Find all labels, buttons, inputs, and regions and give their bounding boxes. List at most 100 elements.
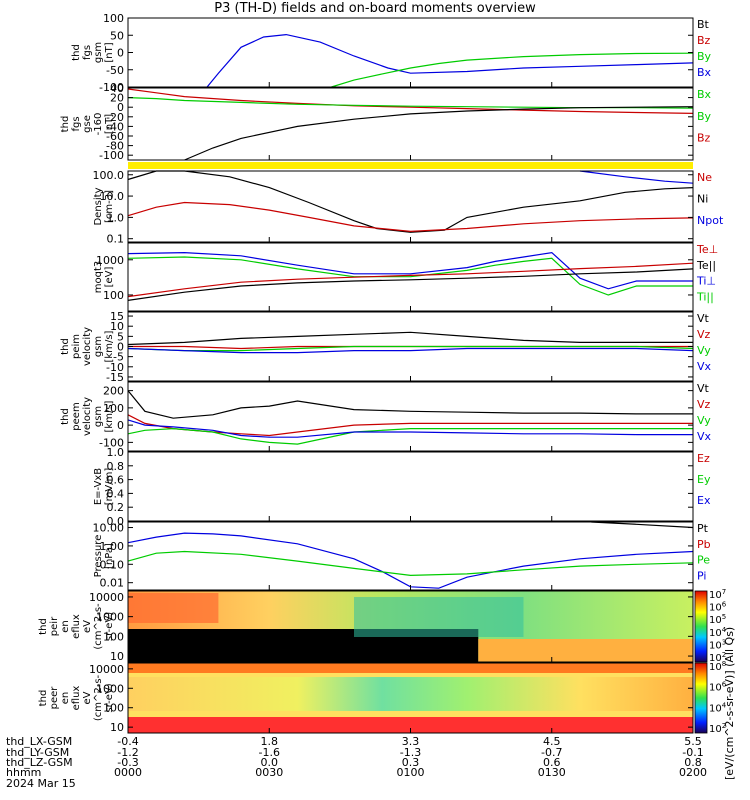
series-line-Bx [206, 33, 694, 88]
series-line-By [331, 52, 694, 88]
series-line-By [127, 97, 694, 109]
y-tick-label: 10.00 [93, 522, 125, 535]
y-tick-label: 100 [103, 702, 124, 715]
y-tick-label: 0 [117, 341, 124, 354]
y-tick-label: 0 [117, 419, 124, 432]
y-axis-label: velocity [82, 397, 93, 436]
footer-value: 4.5 [543, 735, 561, 748]
legend-entry-Ey: Ey [697, 473, 711, 486]
series-line-Ni [127, 170, 694, 233]
y-tick-label: 10 [110, 320, 124, 333]
y-axis-label: velocity [82, 327, 93, 366]
y-axis-label: gsm [93, 336, 104, 357]
y-axis-label: sr-eV) [104, 683, 115, 712]
panel-fgs_gsm [127, 17, 694, 88]
colorbar-tick-exponent: 5 [722, 613, 726, 621]
y-axis-label: [nT] [104, 114, 115, 134]
y-axis-label: [cm-3] [104, 190, 115, 223]
y-tick-label: 100 [103, 630, 124, 643]
y-tick-label: 0.6 [107, 474, 125, 487]
y-tick-label: 10 [110, 721, 124, 734]
y-tick-label: -100 [99, 149, 124, 162]
colorbar-label: [eV/(cm^2-s-sr-eV)] (All Qs) [723, 627, 736, 780]
y-axis-label: eV [82, 691, 93, 704]
y-axis-label: peer [49, 686, 60, 710]
footer-row-label: thd_LX-GSM [6, 735, 72, 748]
colorbar-tick-exponent: 8 [722, 660, 726, 668]
y-tick-label: 100 [103, 12, 124, 25]
colorbar-tick-exponent: 4 [722, 701, 727, 709]
series-line-Vx [127, 347, 694, 354]
y-axis-label: -160 [93, 113, 104, 136]
y-tick-label: 0.0 [107, 515, 125, 528]
series-line-Bz [127, 88, 694, 114]
panel-temperature [127, 242, 694, 312]
y-tick-label: -60 [106, 130, 124, 143]
y-axis-label: (cm^2-s- [93, 603, 104, 650]
y-tick-label: -50 [106, 64, 124, 77]
heatmap-low-energy-orange [478, 639, 693, 662]
y-tick-label: 1.00 [100, 540, 125, 553]
series-line-Vy [127, 345, 694, 352]
legend-entry-Ti⊥: Ti⊥ [696, 275, 716, 288]
series-line-Vt [127, 331, 693, 346]
panel-frame [127, 17, 694, 88]
footer-value: 0.3 [402, 756, 420, 769]
legend-entry-By: By [697, 50, 712, 63]
heatmap-high-energy-band [128, 663, 693, 673]
legend-entry-Ni: Ni [697, 193, 708, 206]
y-tick-label: 0.1 [107, 233, 125, 246]
y-tick-label: 0.01 [100, 577, 125, 590]
heatmap-hot-region [128, 593, 219, 623]
y-axis-label: eV [82, 620, 93, 633]
footer-value: 0100 [397, 766, 425, 779]
y-tick-label: 1000 [96, 682, 124, 695]
y-tick-label: 15 [110, 310, 124, 323]
series-line-Vy [127, 427, 693, 445]
panel-density [127, 170, 694, 243]
panel-peim_velocity [127, 311, 694, 382]
y-tick-label: 0.10 [100, 558, 125, 571]
legend-entry-Ti||: Ti|| [696, 290, 714, 303]
y-axis-label: sr-eV) [104, 612, 115, 641]
footer-row-label: thd_LY-GSM [6, 746, 69, 759]
footer-value: 0.6 [543, 756, 561, 769]
legend-entry-Ex: Ex [697, 494, 711, 507]
colorbar-tick-label: 106 [709, 601, 727, 614]
panel-peem_velocity [127, 381, 694, 452]
footer-value: 3.3 [402, 735, 420, 748]
plot-title: P3 (TH-D) fields and on-board moments ov… [214, 1, 536, 16]
y-tick-label: 1.0 [107, 211, 125, 224]
footer-row-label: thd_LZ-GSM [6, 756, 73, 769]
y-axis-label: fgs [71, 116, 82, 131]
series-line-Bt [184, 106, 694, 161]
y-tick-label: 10000 [89, 663, 124, 676]
footer-value: 1.8 [261, 735, 279, 748]
y-axis-label: [nT] [104, 42, 115, 62]
y-tick-label: 10000 [89, 591, 124, 604]
y-axis-label: thd [60, 338, 71, 355]
footer-value: -0.3 [117, 756, 138, 769]
colorbar-tick-label: 105 [709, 613, 726, 626]
legend-entry-Te||: Te|| [696, 259, 716, 272]
series-line-Te|| [127, 268, 694, 301]
y-tick-label: 5 [117, 330, 124, 343]
y-axis-label: peir [49, 616, 60, 636]
y-axis-label: thd [60, 116, 71, 133]
y-tick-label: -10 [106, 361, 124, 374]
legend-entry-Pe: Pe [697, 554, 710, 567]
panel-fgs_gse [127, 87, 694, 161]
legend-entry-Vx: Vx [697, 430, 712, 443]
y-tick-label: 1000 [96, 254, 124, 267]
y-axis-label: thd [38, 690, 49, 707]
footer-value: 0200 [679, 766, 707, 779]
colorbar-tick-label: 107 [709, 588, 726, 601]
y-tick-label: -5 [113, 351, 124, 364]
colorbar-tick-exponent: 6 [722, 681, 727, 689]
y-tick-label: 1000 [96, 611, 124, 624]
legend-entry-Vz: Vz [697, 328, 711, 341]
series-line-Pe [127, 550, 694, 577]
footer-value: 5.5 [684, 735, 702, 748]
y-axis-label: [nPa] [104, 543, 115, 569]
